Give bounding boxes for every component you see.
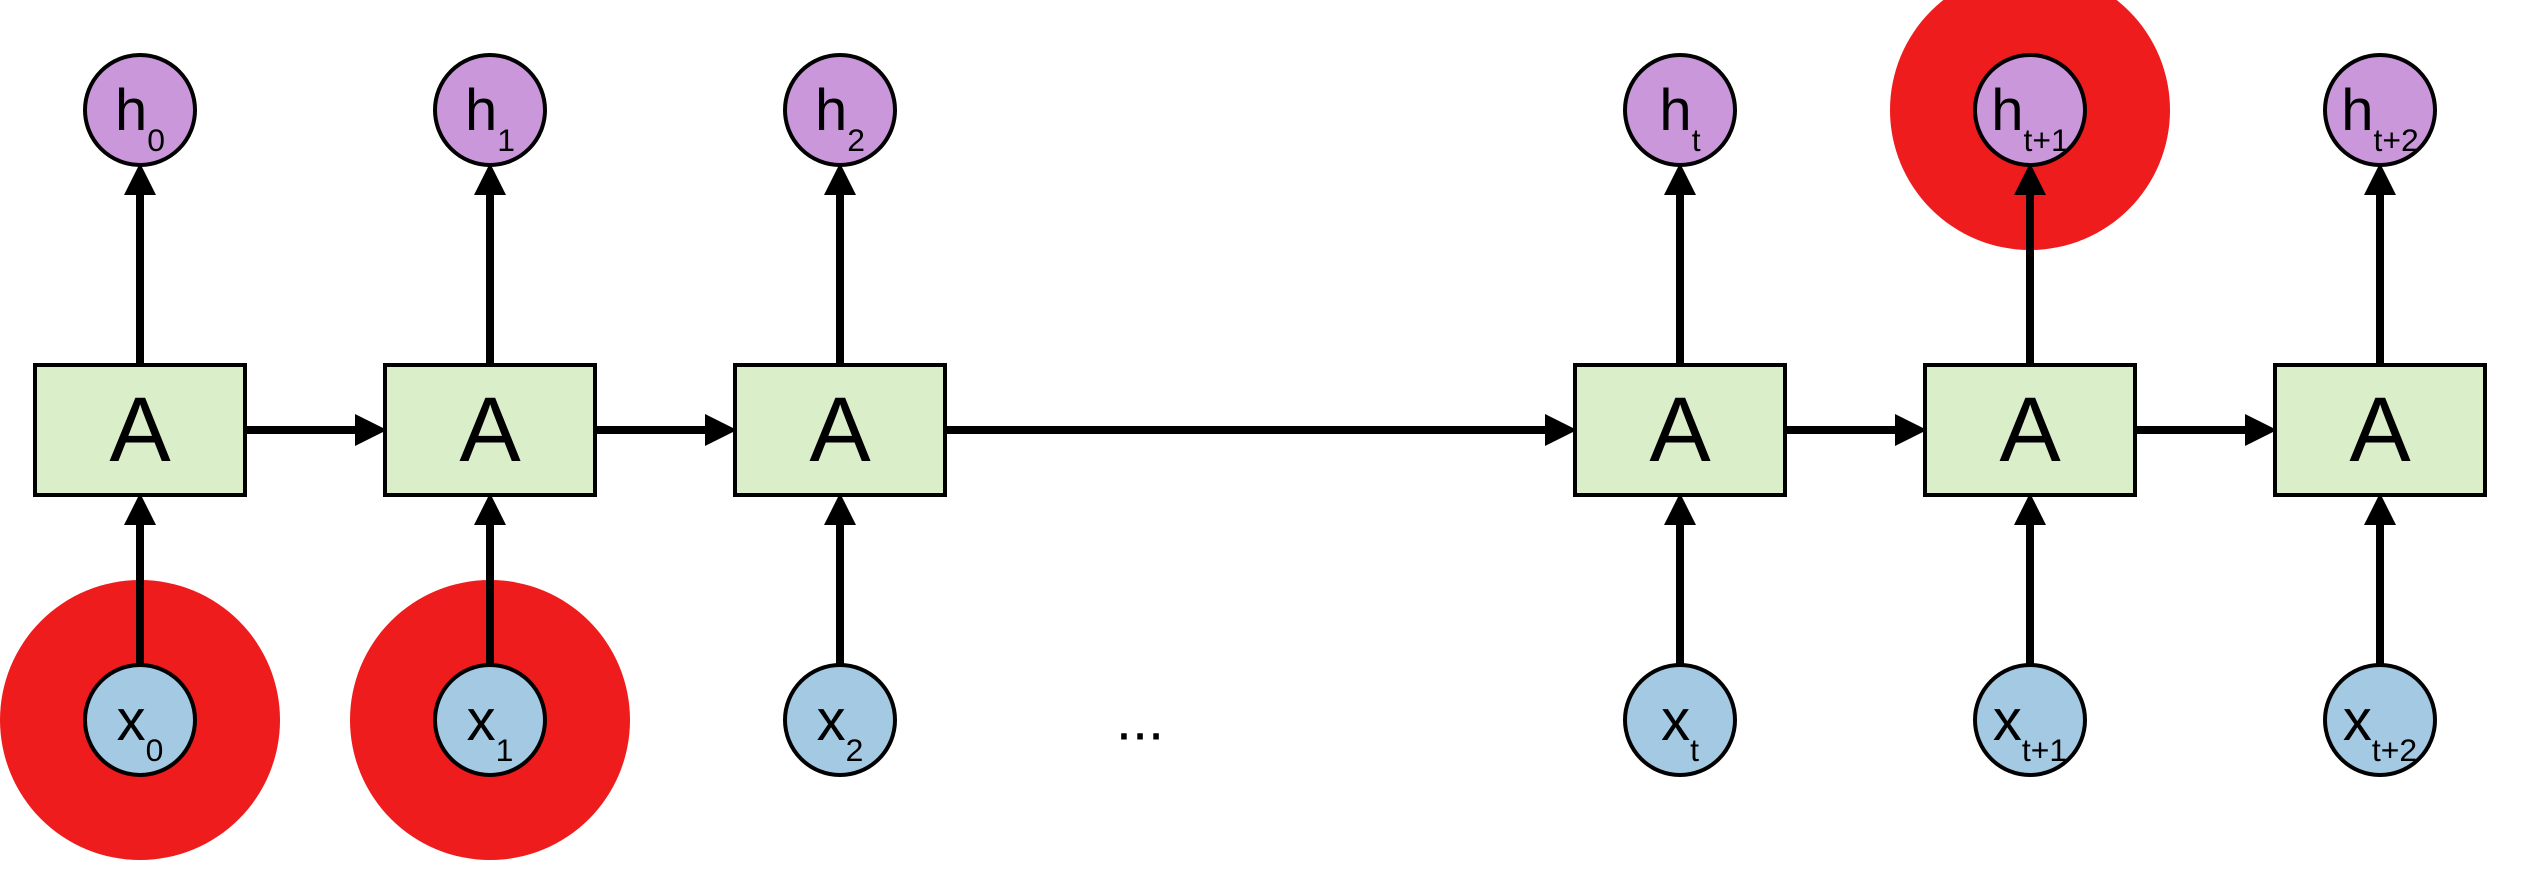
cell-1-label: A [459, 379, 521, 481]
ellipsis: ... [1116, 688, 1164, 753]
cell-t-label: A [1649, 379, 1711, 481]
cell-2-label: A [809, 379, 871, 481]
cell-t2-label: A [2349, 379, 2411, 481]
rnn-diagram: AAAAAAx0x1x2xtxt+1xt+2h0h1h2htht+1ht+2..… [0, 0, 2523, 869]
cell-t1-label: A [1999, 379, 2061, 481]
cell-0-label: A [109, 379, 171, 481]
